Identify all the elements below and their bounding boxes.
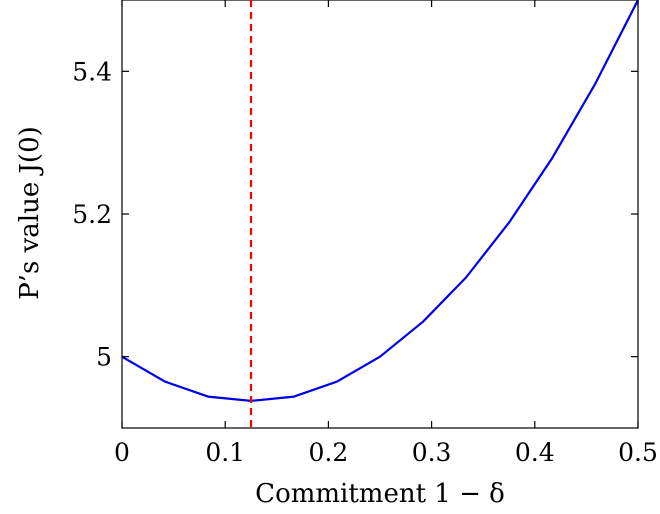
y-axis-ticks: 5 5.2 5.4 [72,57,638,372]
x-tick-label: 0.2 [309,438,349,467]
y-axis-label: P’s value J(0) [15,126,45,300]
plot-area [121,0,639,429]
y-tick-label: 5.4 [72,57,112,86]
x-tick-label: 0 [114,438,130,467]
x-axis-ticks: 0 0.1 0.2 0.3 0.4 0.5 [114,0,658,467]
y-tick-label: 5.2 [72,200,112,229]
x-axis-label: Commitment 1 − δ [255,479,505,509]
y-tick-label: 5 [96,343,112,372]
x-tick-label: 0.3 [412,438,452,467]
x-tick-label: 0.5 [618,438,658,467]
series-line [121,0,639,402]
x-tick-label: 0.4 [515,438,555,467]
plot-frame [121,0,639,429]
x-tick-label: 0.1 [205,438,245,467]
